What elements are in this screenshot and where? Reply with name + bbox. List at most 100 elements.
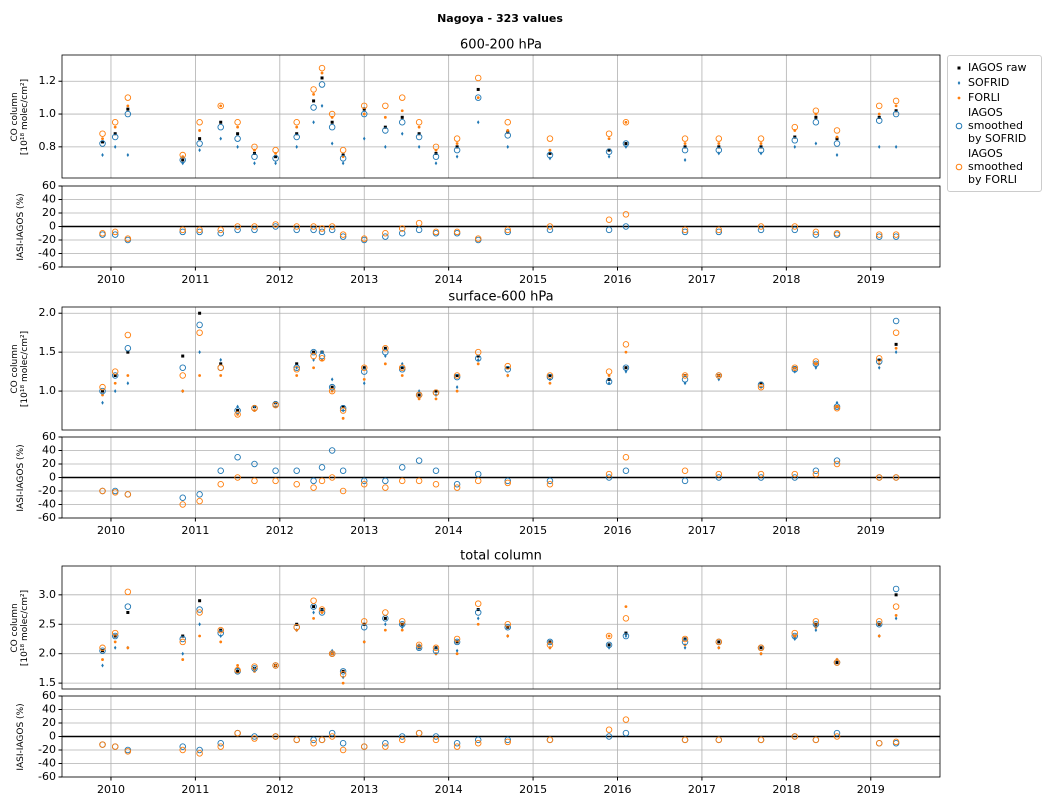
y-axis-label: CO column [10¹⁸ molec/cm²] xyxy=(10,330,30,407)
point xyxy=(196,609,203,616)
point xyxy=(894,104,898,108)
point xyxy=(382,127,389,134)
point xyxy=(894,346,898,350)
point xyxy=(894,109,898,113)
point xyxy=(504,477,512,485)
point xyxy=(293,736,300,744)
point xyxy=(126,381,130,386)
point xyxy=(126,646,130,650)
point xyxy=(400,115,404,119)
point xyxy=(812,360,820,368)
point xyxy=(251,404,258,412)
point xyxy=(318,606,326,613)
x-tick-label: 2013 xyxy=(350,273,378,286)
point xyxy=(101,663,104,668)
point xyxy=(835,135,839,139)
point xyxy=(894,616,898,621)
point xyxy=(382,609,389,616)
point xyxy=(812,107,820,115)
point xyxy=(330,120,334,124)
point xyxy=(124,491,132,498)
point xyxy=(432,143,440,151)
point xyxy=(179,638,186,646)
point xyxy=(455,389,459,393)
point xyxy=(320,71,324,75)
point xyxy=(432,228,440,236)
point xyxy=(474,355,482,362)
point xyxy=(219,104,223,108)
point xyxy=(474,609,482,616)
point xyxy=(111,228,119,236)
y-tick-label: 1.5 xyxy=(39,345,57,358)
point xyxy=(683,374,687,377)
point xyxy=(476,87,480,91)
point xyxy=(293,481,300,488)
point xyxy=(398,621,406,628)
point xyxy=(624,142,628,146)
point xyxy=(833,659,841,666)
point xyxy=(455,374,459,378)
point xyxy=(196,491,203,498)
x-tick-label: 2014 xyxy=(435,273,463,286)
point xyxy=(310,223,317,230)
x-tick-label: 2015 xyxy=(519,273,547,286)
point xyxy=(605,368,613,375)
point xyxy=(683,145,687,149)
point xyxy=(196,497,203,505)
point xyxy=(217,629,224,637)
point xyxy=(341,408,345,413)
point xyxy=(434,151,438,155)
point xyxy=(504,736,512,744)
point xyxy=(179,746,186,754)
point xyxy=(362,107,366,111)
y-tick-label: 0 xyxy=(49,730,56,743)
point xyxy=(219,136,223,141)
point xyxy=(384,622,387,627)
point xyxy=(455,652,459,656)
point xyxy=(504,479,512,487)
point xyxy=(814,628,818,633)
y-tick-label: 3.0 xyxy=(39,588,57,601)
point xyxy=(814,115,818,119)
y-tick-label: 0 xyxy=(49,220,56,233)
point xyxy=(234,729,241,737)
point xyxy=(400,628,404,632)
point xyxy=(415,226,423,234)
point xyxy=(398,229,406,237)
point xyxy=(328,733,336,740)
point xyxy=(548,148,552,152)
point xyxy=(546,641,554,649)
point xyxy=(339,746,347,754)
x-tick-label: 2016 xyxy=(604,783,632,793)
point xyxy=(506,129,510,132)
point xyxy=(607,381,611,386)
point xyxy=(113,132,117,136)
point xyxy=(111,231,119,238)
point xyxy=(360,235,368,242)
point xyxy=(432,389,440,396)
point xyxy=(198,129,202,132)
x-tick-label: 2011 xyxy=(181,524,209,537)
point xyxy=(113,125,117,129)
point xyxy=(546,135,554,142)
y-tick-label: 60 xyxy=(42,689,56,702)
point xyxy=(605,470,613,478)
point xyxy=(605,378,613,385)
point xyxy=(875,358,883,365)
point xyxy=(234,454,241,461)
legend-label: IAGOS raw xyxy=(968,61,1027,74)
point xyxy=(198,137,202,141)
point xyxy=(504,226,512,234)
x-tick-label: 2015 xyxy=(519,524,547,537)
point xyxy=(812,618,820,625)
y-tick-label: 20 xyxy=(42,457,56,470)
point xyxy=(196,750,203,757)
point xyxy=(339,467,347,475)
point xyxy=(892,317,900,325)
point xyxy=(681,226,689,234)
point xyxy=(330,389,334,393)
point xyxy=(113,374,117,378)
y-tick-label: 2.0 xyxy=(39,647,57,660)
point xyxy=(398,94,406,101)
point xyxy=(605,216,613,223)
